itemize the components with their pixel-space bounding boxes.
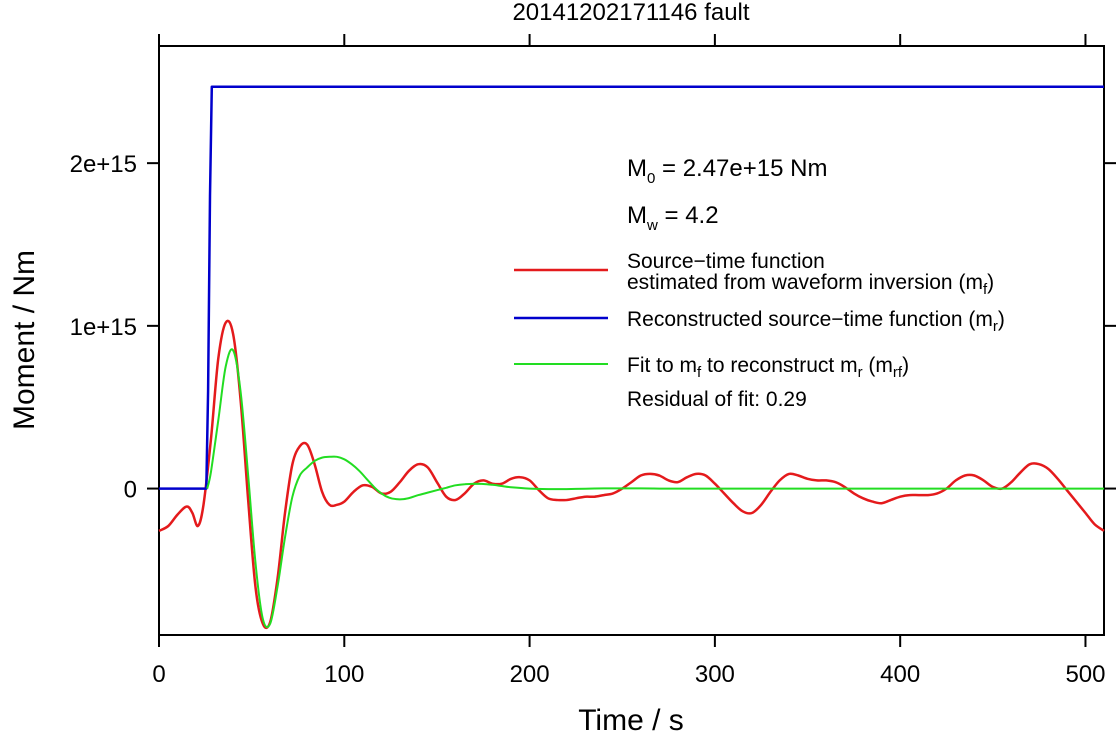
legend-label-reconstructed: Reconstructed source−time function (mr) bbox=[627, 308, 1005, 335]
chart-title: 20141202171146 fault bbox=[512, 0, 749, 26]
y-tick-label: 2e+15 bbox=[70, 151, 137, 178]
legend-label-fit: Fit to mf to reconstruct mr (mrf) bbox=[627, 354, 909, 381]
legend-label-stf-line1: Source−time function bbox=[627, 250, 825, 273]
legend-label-stf-line2: estimated from waveform inversion (mf) bbox=[627, 271, 994, 298]
x-axis-title: Time / s bbox=[578, 704, 684, 735]
x-tick-label: 0 bbox=[152, 661, 165, 688]
series-line-reconstructed bbox=[159, 85, 1104, 490]
x-tick-label: 200 bbox=[510, 661, 550, 688]
mw-annotation: Mw = 4.2 bbox=[627, 202, 719, 234]
x-tick-label: 500 bbox=[1065, 661, 1105, 688]
legend: Source−time function estimated from wave… bbox=[514, 250, 1005, 411]
residual-annotation: Residual of fit: 0.29 bbox=[627, 388, 807, 411]
x-tick-label: 100 bbox=[324, 661, 364, 688]
y-axis-title: Moment / Nm bbox=[8, 250, 41, 430]
series-line-fit bbox=[206, 348, 1104, 629]
x-tick-label: 400 bbox=[880, 661, 920, 688]
x-tick-label: 300 bbox=[695, 661, 735, 688]
y-tick-label: 0 bbox=[124, 477, 137, 504]
y-tick-label: 1e+15 bbox=[70, 314, 137, 341]
plot-frame bbox=[158, 45, 1105, 636]
m0-annotation: M0 = 2.47e+15 Nm bbox=[627, 155, 827, 187]
tick-layer: 0 100 200 300 400 500 0 1e+15 2e+15 bbox=[70, 34, 1116, 688]
series-layer bbox=[158, 85, 1105, 630]
series-line-source_time_function bbox=[158, 319, 1105, 630]
